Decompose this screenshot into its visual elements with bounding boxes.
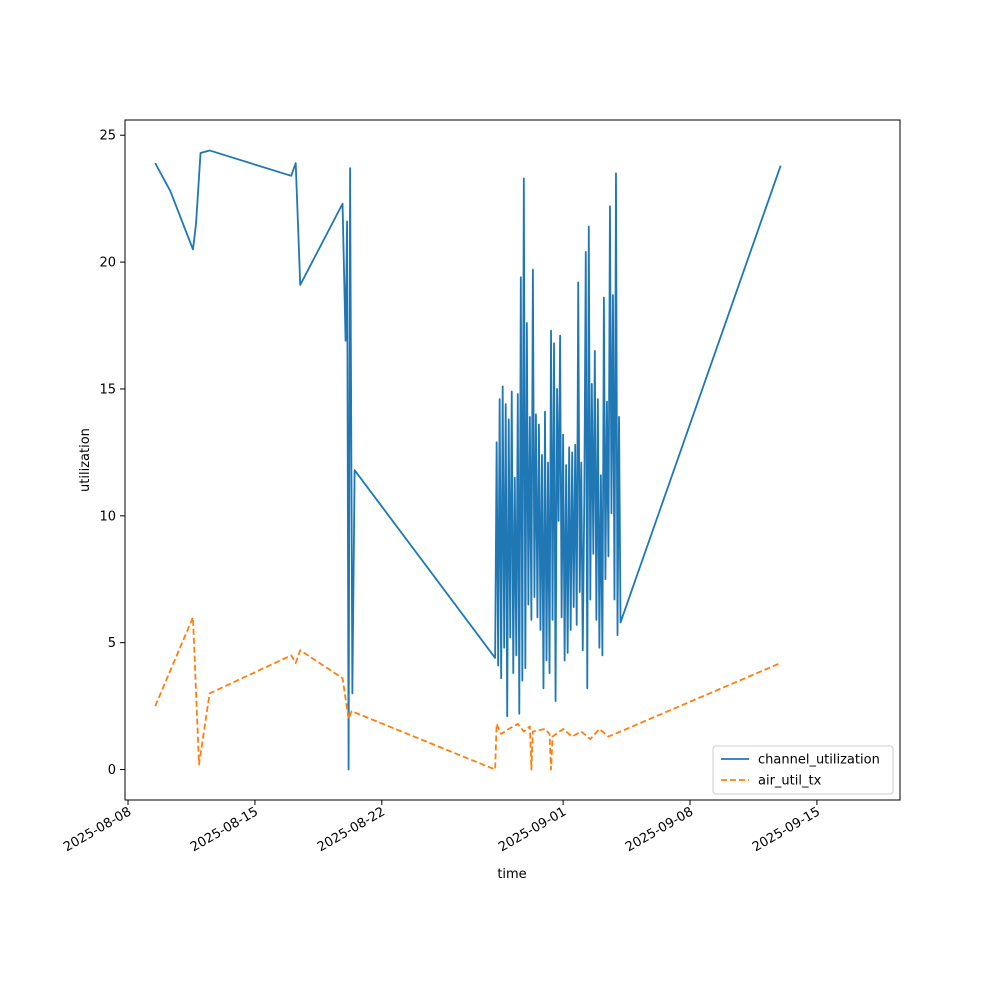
y-tick-label: 15 xyxy=(99,382,116,397)
legend: channel_utilization air_util_tx xyxy=(712,745,894,795)
series-line-air-util-tx xyxy=(154,616,782,771)
y-tick-label: 0 xyxy=(108,763,116,778)
y-tick-label: 10 xyxy=(99,509,116,524)
x-axis-label: time xyxy=(497,867,526,882)
y-axis: 0 5 10 15 20 25 xyxy=(99,129,125,778)
legend-label-air-util-tx: air_util_tx xyxy=(758,774,822,789)
series-line-channel-utilization xyxy=(154,149,782,771)
legend-label-channel-utilization: channel_utilization xyxy=(758,753,880,768)
y-tick-label: 20 xyxy=(99,256,116,271)
y-axis-label: utilization xyxy=(78,428,93,492)
plot-frame xyxy=(124,119,901,801)
y-tick-label: 25 xyxy=(99,129,116,144)
series-layer xyxy=(154,149,782,771)
y-tick-label: 5 xyxy=(108,636,116,651)
legend-box xyxy=(712,745,894,795)
